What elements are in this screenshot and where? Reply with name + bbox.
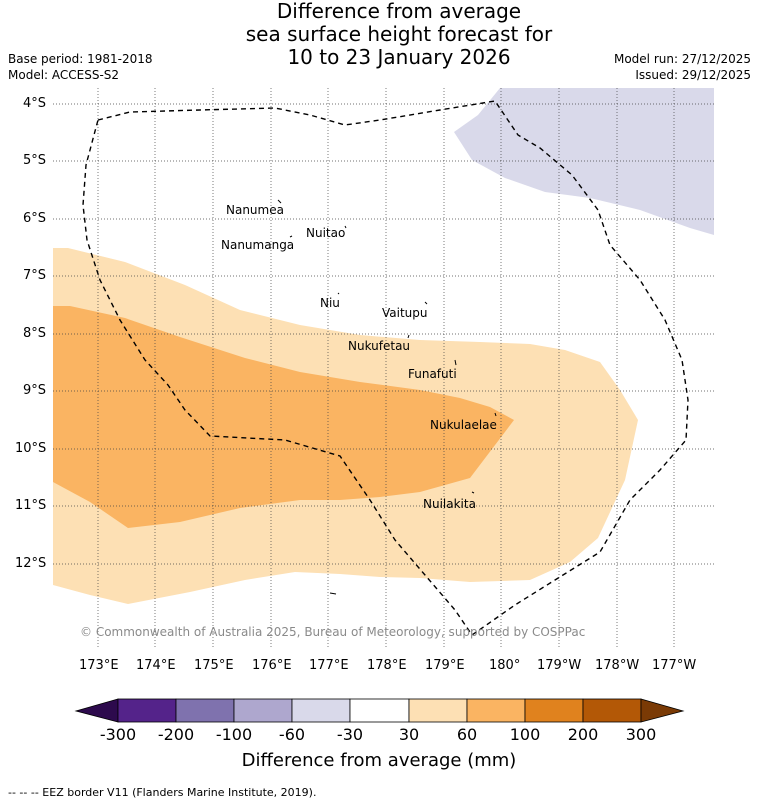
island-label: Vaitupu [382, 306, 428, 320]
island-label: Nukulaelae [430, 418, 497, 432]
colorbar-label: 100 [509, 725, 541, 744]
lat-tick: 6°S [23, 211, 47, 226]
colorbar-label: -100 [215, 725, 253, 744]
colorbar [74, 698, 685, 723]
colorbar-swatch-7 [466, 698, 526, 723]
colorbar-swatch-8 [524, 698, 584, 723]
lon-tick: 179°W [537, 658, 582, 673]
lat-tick: 9°S [23, 383, 47, 398]
colorbar-swatch-1 [117, 698, 177, 723]
island-label: Nanumanga [221, 238, 295, 252]
colorbar-label: -300 [99, 725, 137, 744]
lon-tick: 180° [489, 658, 521, 673]
lon-tick: 177°E [309, 658, 349, 673]
island-label: Niu [320, 296, 340, 310]
lon-tick: 174°E [136, 658, 176, 673]
colorbar-label: 60 [456, 725, 478, 744]
title-line-2: sea surface height forecast for [245, 22, 553, 46]
colorbar-label: -200 [157, 725, 195, 744]
island-label: Funafuti [408, 367, 457, 381]
colorbar-label: 30 [398, 725, 420, 744]
title-line-1: Difference from average [276, 0, 522, 23]
model-run: Model run: 27/12/2025 [613, 52, 751, 66]
colorbar-label: 200 [567, 725, 599, 744]
eez-border [82, 100, 689, 636]
island-label: Nanumea [226, 203, 284, 217]
colorbar-extend-low [74, 698, 119, 723]
grid-lines [53, 88, 714, 648]
colorbar-swatch-5 [349, 698, 410, 723]
eez-legend: -- -- -- EEZ border V11 (Flanders Marine… [8, 786, 317, 799]
lon-tick: 176°E [252, 658, 292, 673]
anomaly-negative-area [454, 88, 714, 235]
copyright-notice: © Commonwealth of Australia 2025, Bureau… [80, 625, 586, 639]
colorbar-swatch-3 [233, 698, 293, 723]
lat-tick: 5°S [23, 153, 47, 168]
island-label: Nukufetau [348, 339, 411, 353]
colorbar-label: -60 [278, 725, 306, 744]
lon-tick: 177°W [652, 658, 697, 673]
lon-tick: 173°E [79, 658, 119, 673]
lon-tick: 179°E [425, 658, 465, 673]
colorbar-swatch-9 [582, 698, 642, 723]
model-name: Model: ACCESS-S2 [8, 68, 120, 82]
lat-tick: 11°S [15, 498, 47, 513]
colorbar-label: 300 [625, 725, 657, 744]
lon-tick: 178°W [595, 658, 640, 673]
lat-tick: 7°S [23, 268, 47, 283]
lat-tick: 8°S [23, 326, 47, 341]
anomaly-60-100-area [53, 306, 514, 528]
lat-tick: 4°S [23, 96, 47, 111]
colorbar-swatch-4 [291, 698, 351, 723]
base-period: Base period: 1981-2018 [8, 52, 153, 66]
title-line-3: 10 to 23 January 2026 [287, 45, 511, 69]
island-label: Nuitao [306, 226, 346, 240]
lon-tick: 178°E [367, 658, 407, 673]
lon-tick: 175°E [194, 658, 234, 673]
issued-date: Issued: 29/12/2025 [635, 68, 751, 82]
colorbar-swatch-6 [408, 698, 468, 723]
lat-tick: 10°S [15, 441, 47, 456]
colorbar-title: Difference from average (mm) [241, 750, 517, 771]
colorbar-swatch-2 [175, 698, 235, 723]
island-markers [277, 199, 497, 595]
colorbar-label: -30 [336, 725, 364, 744]
colorbar-extend-high [640, 698, 685, 723]
lat-tick: 12°S [15, 556, 47, 571]
island-label: Nuilakita [423, 497, 476, 511]
